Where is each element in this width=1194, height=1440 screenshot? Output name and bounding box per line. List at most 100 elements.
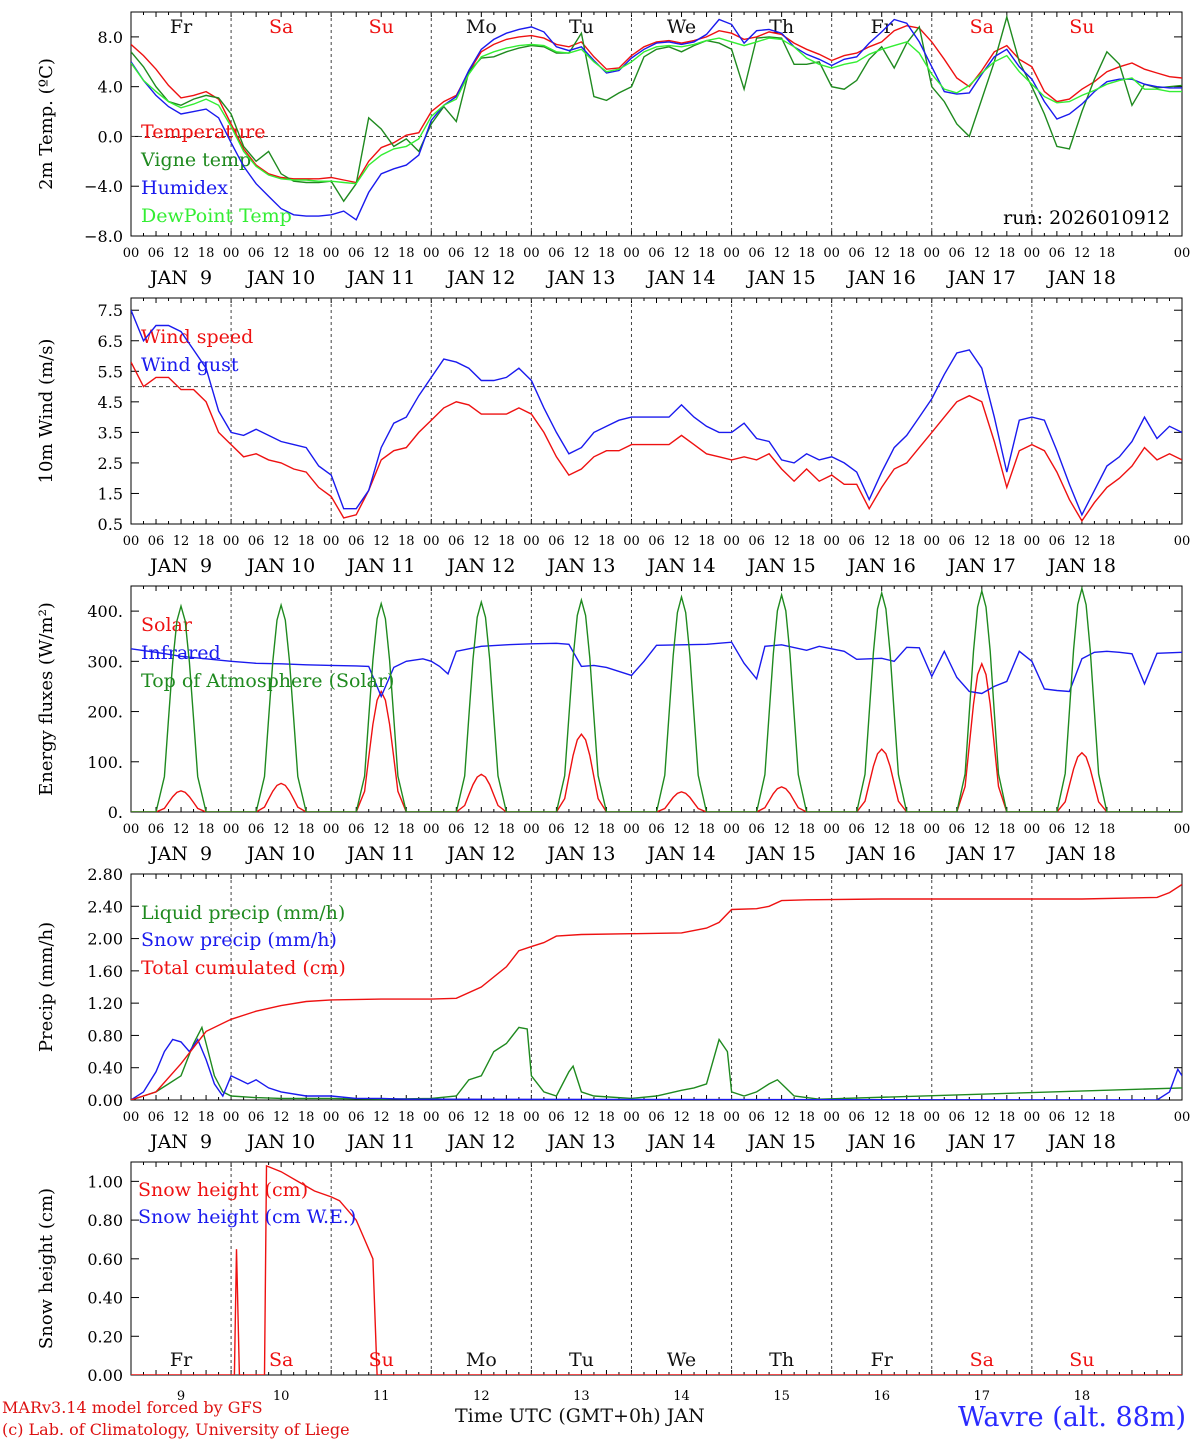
x-hour-tick-label: 00	[123, 534, 140, 549]
x-hour-tick-label: 06	[248, 534, 265, 549]
x-hour-tick-label: 00	[623, 1110, 640, 1125]
x-hour-tick-label: 06	[1049, 534, 1066, 549]
y-axis-label: Snow height (cm)	[36, 1188, 57, 1349]
day-number-label: 17	[974, 1389, 991, 1400]
legend-entry: Snow height (cm)	[138, 1179, 308, 1201]
x-hour-tick-label: 12	[974, 534, 991, 549]
x-hour-tick-label: 12	[573, 1110, 590, 1125]
x-hour-tick-label: 18	[698, 534, 715, 549]
x-hour-tick-label: 12	[873, 822, 890, 837]
x-hour-tick-label: 06	[1049, 1110, 1066, 1125]
x-hour-tick-label: 18	[198, 534, 215, 549]
x-date-label: JAN 9	[148, 843, 212, 865]
panel-energy: 0. 100. 200. 300. 400. Energy fluxes (W/m²) 00…	[36, 585, 1190, 865]
day-number-label: 12	[473, 1389, 490, 1400]
x-date-label: JAN 11	[345, 267, 415, 289]
weekday-label: Su	[1069, 16, 1094, 38]
x-hour-tick-label: 18	[1099, 1110, 1116, 1125]
plot-frame	[130, 297, 1183, 525]
x-hour-tick-label: 12	[1074, 534, 1091, 549]
legend-entry: Top of Atmosphere (Solar)	[141, 670, 394, 692]
x-hour-tick-label: 12	[873, 246, 890, 261]
x-hour-tick-label: 12	[873, 534, 890, 549]
x-date-label: JAN 16	[846, 267, 916, 289]
y-axis-label: Energy fluxes (W/m²)	[36, 602, 57, 796]
day-number-label: 14	[673, 1389, 690, 1400]
legend-entry: Snow precip (mm/h)	[141, 929, 337, 951]
x-hour-tick-label: 00	[1174, 1110, 1191, 1125]
x-date-label: JAN 10	[245, 1131, 315, 1153]
series-line-liquid-precip-mm-h-	[131, 1025, 1182, 1100]
x-hour-tick-label: 00	[123, 1110, 140, 1125]
x-hour-tick-label: 00	[523, 822, 540, 837]
x-date-label: JAN 17	[946, 1131, 1016, 1153]
x-date-label: JAN 14	[645, 267, 715, 289]
x-hour-tick-label: 00	[823, 822, 840, 837]
x-date-label: JAN 10	[245, 843, 315, 865]
y-tick-label: 2.00	[87, 930, 123, 949]
y-tick-label: 0.80	[87, 1026, 123, 1045]
x-hour-tick-label: 12	[673, 822, 690, 837]
y-tick-label: 7.5	[98, 301, 123, 320]
x-hour-tick-label: 06	[248, 246, 265, 261]
y-tick-label: 0.00	[87, 1366, 123, 1385]
x-date-label: JAN 10	[245, 267, 315, 289]
x-hour-tick-label: 06	[949, 822, 966, 837]
x-hour-tick-label: 18	[898, 822, 915, 837]
y-tick-label: 1.00	[87, 1172, 123, 1191]
series-line-top-of-atmosphere-solar-	[131, 586, 1182, 812]
x-hour-tick-label: 12	[473, 822, 490, 837]
x-date-label: JAN 14	[645, 1131, 715, 1153]
x-hour-tick-label: 00	[823, 534, 840, 549]
x-hour-tick-label: 00	[123, 246, 140, 261]
x-hour-tick-label: 18	[498, 246, 515, 261]
x-hour-tick-label: 06	[548, 246, 565, 261]
day-number-label: 13	[573, 1389, 590, 1400]
panel-precip: 0.00 0.40 0.80 1.20 1.60 2.00 2.40 2.80 Precip (…	[36, 865, 1190, 1153]
x-hour-tick-label: 18	[798, 534, 815, 549]
x-date-label: JAN 9	[148, 267, 212, 289]
x-hour-tick-label: 12	[1074, 1110, 1091, 1125]
x-hour-tick-label: 12	[773, 534, 790, 549]
x-hour-tick-label: 18	[698, 1110, 715, 1125]
x-date-label: JAN 13	[545, 1131, 615, 1153]
x-hour-tick-label: 12	[1074, 822, 1091, 837]
x-hour-tick-label: 18	[298, 1110, 315, 1125]
x-hour-tick-label: 00	[123, 822, 140, 837]
x-hour-tick-label: 18	[898, 246, 915, 261]
x-hour-tick-label: 12	[273, 1110, 290, 1125]
y-tick-label: 2.5	[98, 454, 123, 473]
x-hour-tick-label: 12	[573, 246, 590, 261]
x-date-label: JAN 14	[645, 555, 715, 577]
x-date-label: JAN 12	[445, 555, 515, 577]
y-tick-label: 0.5	[98, 515, 123, 534]
x-hour-tick-label: 18	[398, 1110, 415, 1125]
x-hour-tick-label: 18	[598, 822, 615, 837]
y-tick-label: 100.	[87, 753, 123, 772]
weekday-label: Sa	[970, 16, 994, 38]
model-credit: MARv3.14 model forced by GFS	[2, 1398, 263, 1417]
x-hour-tick-label: 00	[323, 246, 340, 261]
y-tick-label: 5.5	[98, 362, 123, 381]
x-hour-tick-label: 12	[473, 1110, 490, 1125]
weekday-label: Sa	[269, 1349, 293, 1371]
x-date-label: JAN 13	[545, 843, 615, 865]
x-hour-tick-label: 12	[974, 822, 991, 837]
y-tick-label: 400.	[87, 602, 123, 621]
x-hour-tick-label: 06	[148, 246, 165, 261]
legend-entry: Liquid precip (mm/h)	[141, 902, 345, 924]
x-hour-tick-label: 18	[598, 1110, 615, 1125]
plot-frame	[130, 585, 1183, 813]
panel-snow: 0.00 0.20 0.40 0.60 0.80 1.00 Snow height (cm)…	[36, 1161, 1183, 1400]
x-hour-tick-label: 12	[673, 534, 690, 549]
y-axis-label: 2m Temp. (ºC)	[36, 58, 57, 190]
x-hour-tick-label: 00	[423, 1110, 440, 1125]
series-line-dewpoint-temp	[131, 37, 1182, 185]
x-hour-tick-label: 12	[173, 822, 190, 837]
x-hour-tick-label: 06	[648, 246, 665, 261]
x-hour-tick-label: 12	[373, 246, 390, 261]
x-hour-tick-label: 18	[999, 246, 1016, 261]
weekday-label: Sa	[269, 16, 293, 38]
day-number-label: 15	[773, 1389, 790, 1400]
legend-entry: Snow height (cm W.E.)	[138, 1206, 356, 1228]
